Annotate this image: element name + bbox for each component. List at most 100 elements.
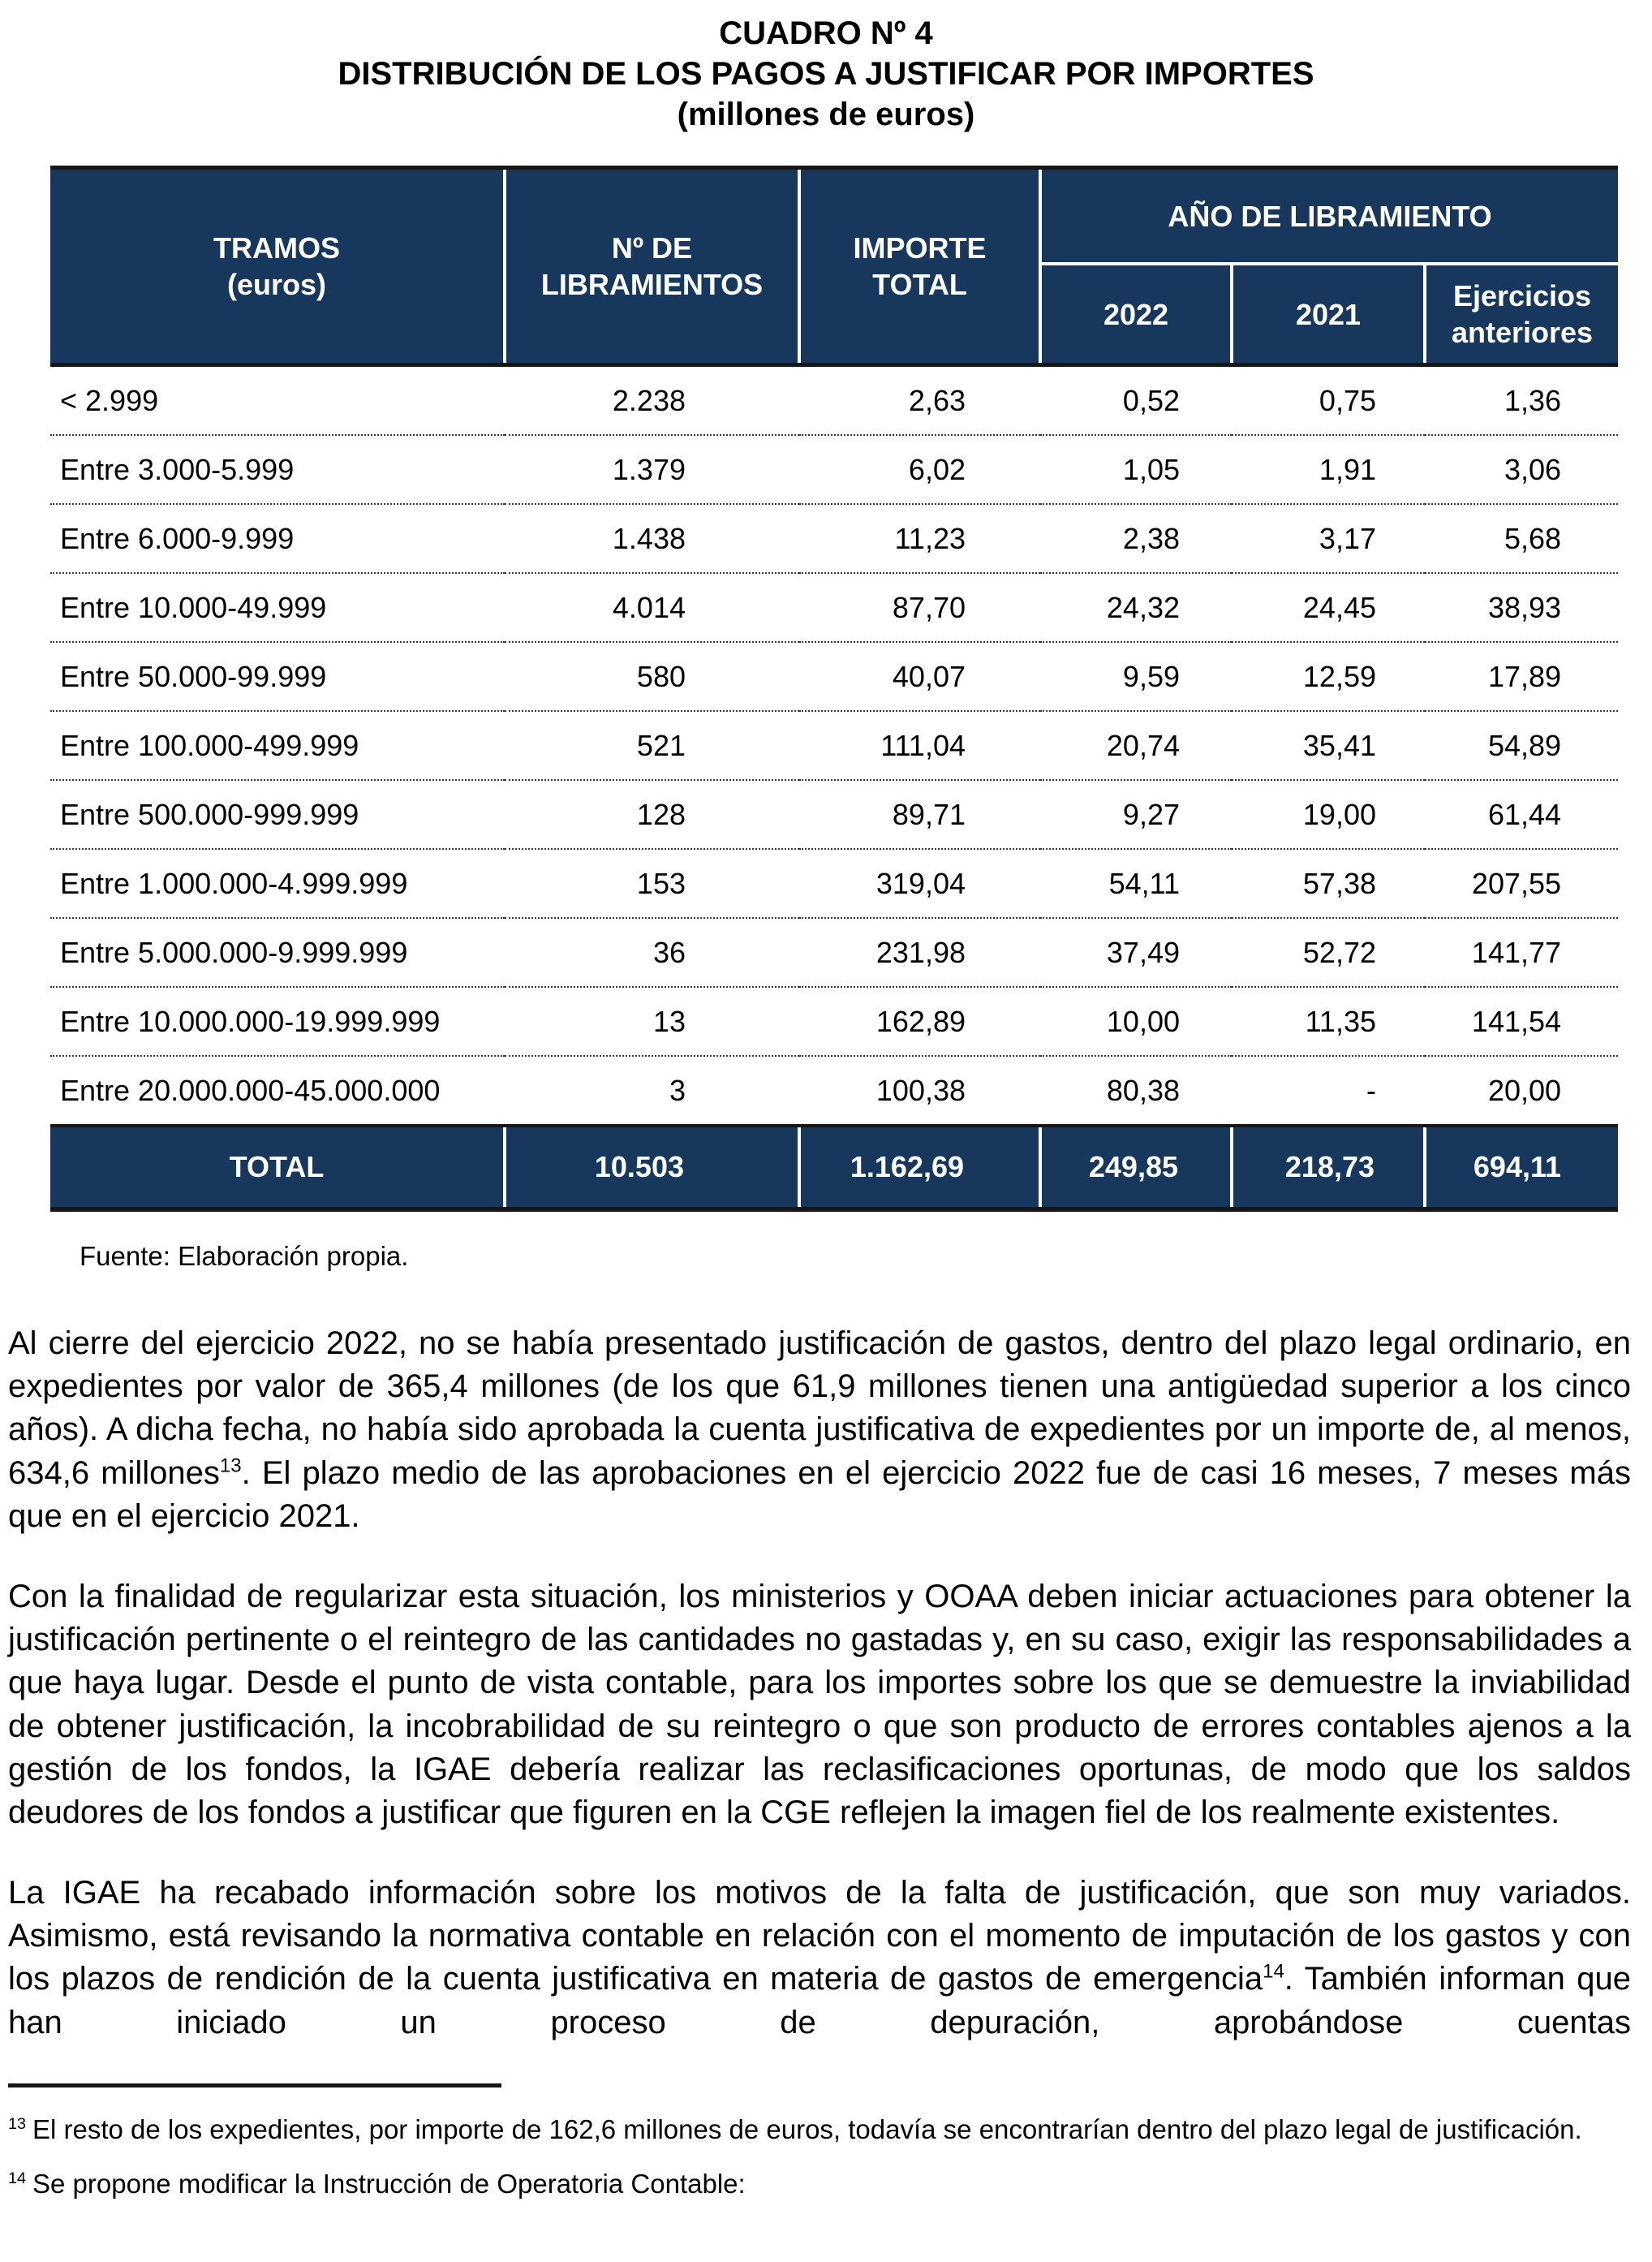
- cell-value: 12,59: [1232, 642, 1425, 712]
- table-row: Entre 50.000-99.999 580 40,07 9,59 12,59…: [50, 642, 1619, 712]
- footnote-14: 14 Se propone modificar la Instrucción de…: [8, 2166, 1631, 2203]
- table-row: Entre 20.000.000-45.000.000 3 100,38 80,…: [50, 1056, 1619, 1126]
- footnote-ref-14: 14: [1263, 1961, 1284, 1984]
- paragraph-1: Al cierre del ejercicio 2022, no se habí…: [8, 1322, 1631, 1538]
- footnote-13-text: El resto de los expedientes, por importe…: [32, 2113, 1582, 2144]
- table-row: Entre 10.000-49.999 4.014 87,70 24,32 24…: [50, 573, 1619, 643]
- cell-value: 20,00: [1425, 1056, 1619, 1126]
- cell-label: Entre 3.000-5.999: [50, 435, 505, 505]
- cell-value: 40,07: [799, 642, 1040, 712]
- cell-value: -: [1232, 1056, 1425, 1126]
- cell-value: 35,41: [1232, 711, 1425, 781]
- cell-value: 3: [505, 1056, 799, 1126]
- document-page: { "title": { "line1": "CUADRO Nº 4", "li…: [0, 13, 1652, 2262]
- title-line-2: DISTRIBUCIÓN DE LOS PAGOS A JUSTIFICAR P…: [338, 56, 1314, 92]
- cell-label: Entre 20.000.000-45.000.000: [50, 1056, 505, 1126]
- cell-value: 9,59: [1040, 642, 1232, 712]
- cell-value: 80,38: [1040, 1056, 1232, 1126]
- cell-value: 20,74: [1040, 711, 1232, 781]
- table-title: CUADRO Nº 4 DISTRIBUCIÓN DE LOS PAGOS A …: [0, 13, 1652, 135]
- header-tramos: TRAMOS (euros): [50, 167, 505, 365]
- header-2022: 2022: [1039, 262, 1232, 365]
- cell-value: 9,27: [1040, 780, 1232, 850]
- cell-value: 10,00: [1040, 987, 1232, 1057]
- cell-value: 37,49: [1040, 918, 1232, 988]
- cell-value: 2.238: [505, 364, 799, 436]
- cell-label: Entre 6.000-9.999: [50, 504, 505, 574]
- cell-value: 4.014: [505, 573, 799, 643]
- cell-value: 521: [505, 711, 799, 781]
- cell-label: Entre 100.000-499.999: [50, 711, 505, 781]
- cell-value: 141,77: [1425, 918, 1619, 988]
- header-libramientos: Nº DE LIBRAMIENTOS: [503, 167, 799, 365]
- footnote-separator: [8, 2083, 501, 2088]
- cell-label: Entre 10.000-49.999: [50, 573, 505, 643]
- cell-value: 1.379: [505, 435, 799, 505]
- cell-value: 0,52: [1040, 364, 1232, 436]
- footnote-ref-13: 13: [219, 1454, 242, 1477]
- cell-value: 231,98: [799, 918, 1040, 988]
- paragraph-3-text: . También informan que han iniciado un p…: [8, 1961, 1631, 2040]
- cell-value: 1,36: [1425, 364, 1619, 436]
- table-row: Entre 5.000.000-9.999.999 36 231,98 37,4…: [50, 918, 1619, 988]
- title-line-3: (millones de euros): [677, 97, 975, 132]
- cell-value: 89,71: [799, 780, 1040, 850]
- table-header: TRAMOS (euros) Nº DE LIBRAMIENTOS IMPORT…: [50, 167, 1619, 365]
- table-row: Entre 500.000-999.999 128 89,71 9,27 19,…: [50, 780, 1619, 850]
- cell-value: 1,05: [1040, 435, 1232, 505]
- cell-value: 57,38: [1232, 849, 1425, 919]
- cell-label: Entre 500.000-999.999: [50, 780, 505, 850]
- cell-value: 0,75: [1232, 364, 1425, 436]
- cell-label: Entre 10.000.000-19.999.999: [50, 987, 505, 1057]
- cell-value: 19,00: [1232, 780, 1425, 850]
- cell-value: 38,93: [1425, 573, 1619, 643]
- table-source: Fuente: Elaboración propia.: [80, 1241, 409, 1271]
- cell-value: 36: [505, 918, 799, 988]
- cell-label: Entre 5.000.000-9.999.999: [50, 918, 505, 988]
- cell-value: 580: [505, 642, 799, 712]
- cell-value: 52,72: [1232, 918, 1425, 988]
- cell-value: 3,06: [1425, 435, 1619, 505]
- cell-value: 11,23: [799, 504, 1040, 574]
- cell-value: 207,55: [1425, 849, 1619, 919]
- table-row: Entre 6.000-9.999 1.438 11,23 2,38 3,17 …: [50, 504, 1619, 574]
- cell-value: 87,70: [799, 573, 1040, 643]
- table-row: < 2.999 2.238 2,63 0,52 0,75 1,36: [50, 364, 1619, 436]
- cell-value: 1.438: [505, 504, 799, 574]
- cell-value: 319,04: [799, 849, 1040, 919]
- cell-value: 1,91: [1232, 435, 1425, 505]
- header-anio-libramiento: AÑO DE LIBRAMIENTO: [1038, 167, 1619, 264]
- cell-label: Entre 1.000.000-4.999.999: [50, 849, 505, 919]
- cell-value: 128: [505, 780, 799, 850]
- table-row: Entre 1.000.000-4.999.999 153 319,04 54,…: [50, 849, 1619, 919]
- total-value: 694,11: [1422, 1124, 1619, 1209]
- table-body: < 2.999 2.238 2,63 0,52 0,75 1,36 Entre …: [50, 364, 1619, 1126]
- cuadro-4-table: TRAMOS (euros) Nº DE LIBRAMIENTOS IMPORT…: [50, 166, 1619, 1212]
- header-2021: 2021: [1230, 262, 1425, 365]
- cell-value: 61,44: [1425, 780, 1619, 850]
- body-text: Al cierre del ejercicio 2022, no se habí…: [8, 1322, 1631, 2044]
- total-value: 249,85: [1039, 1124, 1232, 1209]
- cell-value: 2,38: [1040, 504, 1232, 574]
- table-total: TOTAL 10.503 1.162,69 249,85 218,73 694,…: [50, 1124, 1619, 1209]
- total-row: TOTAL 10.503 1.162,69 249,85 218,73 694,…: [50, 1124, 1619, 1209]
- cell-value: 6,02: [799, 435, 1040, 505]
- paragraph-3-text: La IGAE ha recabado información sobre lo…: [8, 1875, 1631, 1997]
- header-importe-total: IMPORTE TOTAL: [798, 167, 1040, 365]
- cell-value: 11,35: [1232, 987, 1425, 1057]
- table-row: Entre 3.000-5.999 1.379 6,02 1,05 1,91 3…: [50, 435, 1619, 505]
- total-value: 10.503: [503, 1124, 799, 1209]
- cell-value: 5,68: [1425, 504, 1619, 574]
- cell-value: 100,38: [799, 1056, 1040, 1126]
- paragraph-2-text: Con la finalidad de regularizar esta sit…: [8, 1578, 1631, 1830]
- footnote-14-marker: 14: [8, 2169, 27, 2187]
- footnote-13-marker: 13: [8, 2114, 27, 2133]
- cell-value: 162,89: [799, 987, 1040, 1057]
- paragraph-2: Con la finalidad de regularizar esta sit…: [8, 1575, 1631, 1834]
- title-line-1: CUADRO Nº 4: [719, 15, 933, 51]
- paragraph-1-text: Al cierre del ejercicio 2022, no se habí…: [8, 1325, 1631, 1491]
- table-row: Entre 100.000-499.999 521 111,04 20,74 3…: [50, 711, 1619, 781]
- paragraph-3: La IGAE ha recabado información sobre lo…: [8, 1872, 1631, 2044]
- cell-value: 141,54: [1425, 987, 1619, 1057]
- total-label: TOTAL: [50, 1124, 505, 1209]
